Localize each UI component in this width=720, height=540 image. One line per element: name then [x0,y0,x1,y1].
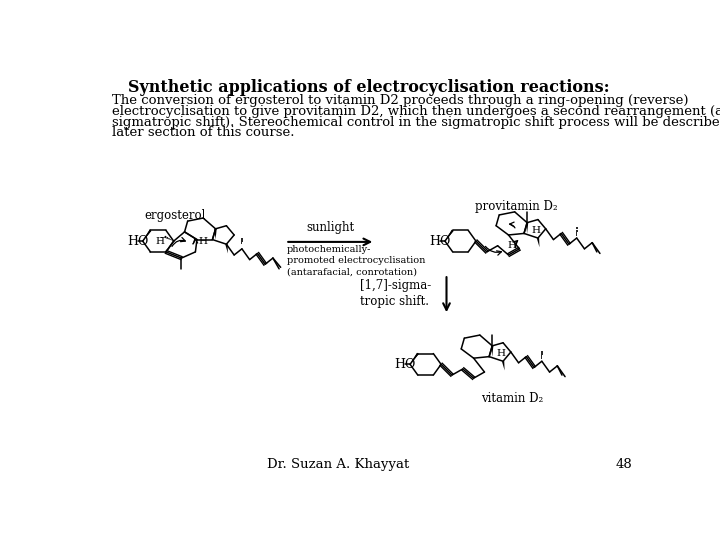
FancyArrowPatch shape [485,246,501,255]
FancyArrowPatch shape [193,239,198,244]
Text: H: H [497,349,506,358]
Text: HO: HO [429,234,451,248]
Text: Synthetic applications of electrocyclisation reactions:: Synthetic applications of electrocyclisa… [128,79,610,96]
Polygon shape [215,229,217,240]
Polygon shape [410,353,419,364]
Polygon shape [445,230,454,241]
FancyArrowPatch shape [513,241,518,248]
Text: 48: 48 [616,458,632,471]
Text: H̄: H̄ [156,237,164,246]
FancyArrowPatch shape [172,238,185,246]
Polygon shape [526,222,528,233]
Text: HO: HO [395,358,416,371]
Text: [1,7]-sigma-
tropic shift.: [1,7]-sigma- tropic shift. [360,279,431,308]
Polygon shape [502,361,505,370]
Text: sunlight: sunlight [306,221,354,234]
Text: electrocyclisation to give provitamin D2, which then undergoes a second rearrang: electrocyclisation to give provitamin D2… [112,105,720,118]
FancyArrowPatch shape [510,222,515,228]
Text: H: H [532,226,541,235]
Polygon shape [491,346,493,356]
Text: provitamin D₂: provitamin D₂ [475,200,557,213]
Text: later section of this course.: later section of this course. [112,126,294,139]
Text: The conversion of ergosterol to vitamin D2 proceeds through a ring-opening (reve: The conversion of ergosterol to vitamin … [112,94,688,107]
Polygon shape [537,238,539,247]
Text: H: H [507,241,516,250]
Text: photochemically-
promoted electrocyclisation
(antarafacial, conrotation): photochemically- promoted electrocyclisa… [287,245,426,277]
Text: vitamin D₂: vitamin D₂ [481,392,544,405]
Text: Dr. Suzan A. Khayyat: Dr. Suzan A. Khayyat [266,458,409,471]
Polygon shape [143,230,151,241]
Polygon shape [225,244,228,253]
Text: ergosterol: ergosterol [145,209,206,222]
Text: HO: HO [127,234,148,248]
Text: H: H [199,237,207,246]
Text: sigmatropic shift). Stereochemical control in the sigmatropic shift process will: sigmatropic shift). Stereochemical contr… [112,116,720,129]
